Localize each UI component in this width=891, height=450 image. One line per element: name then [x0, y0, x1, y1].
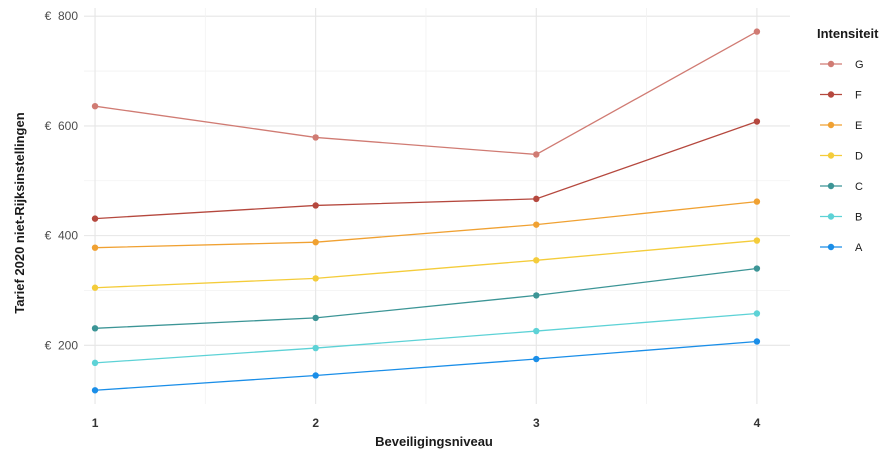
- data-point: [312, 238, 319, 246]
- series-C: [91, 265, 761, 332]
- legend-key-point: [827, 121, 835, 129]
- legend-label: B: [855, 212, 862, 224]
- x-tick-label: 3: [533, 416, 540, 430]
- legend-key-point: [827, 182, 835, 190]
- x-tick-label: 1: [92, 416, 99, 430]
- legend-label: A: [855, 242, 863, 254]
- data-point: [91, 284, 99, 291]
- x-tick-label: 4: [754, 416, 761, 430]
- series-line: [95, 267, 757, 329]
- x-tick-label: 2: [312, 416, 319, 430]
- legend-key-point: [827, 152, 835, 159]
- data-point: [312, 314, 319, 322]
- legend-item-A: A: [820, 242, 863, 254]
- data-point: [753, 118, 761, 125]
- y-tick-label: € 600: [45, 119, 79, 133]
- data-point: [312, 372, 319, 379]
- data-point: [312, 134, 319, 141]
- legend-label: C: [855, 181, 863, 193]
- series-line: [95, 239, 757, 289]
- data-point: [753, 28, 761, 35]
- legend-label: F: [855, 90, 862, 102]
- data-point: [91, 244, 99, 251]
- data-point: [91, 102, 99, 110]
- legend-label: D: [855, 151, 863, 163]
- legend-item-B: B: [820, 212, 862, 224]
- data-point: [753, 338, 761, 345]
- data-point: [753, 198, 761, 205]
- legend-label: E: [855, 120, 862, 132]
- y-tick-label: € 200: [45, 338, 79, 352]
- legend-key-point: [827, 60, 835, 68]
- data-point: [753, 265, 761, 272]
- legend-label: G: [855, 59, 864, 71]
- data-point: [533, 257, 540, 264]
- x-axis-title: Beveiligingsniveau: [375, 434, 493, 449]
- legend: Intensiteit G F E D C B A: [817, 26, 879, 254]
- data-point: [533, 195, 540, 203]
- series-E: [91, 198, 761, 251]
- series-B: [91, 310, 761, 367]
- legend-item-F: F: [820, 90, 862, 102]
- series-lines: [91, 28, 761, 394]
- data-point: [91, 359, 99, 367]
- series-G: [91, 28, 761, 158]
- series-line: [94, 31, 758, 156]
- series-line: [94, 312, 757, 364]
- series-F: [91, 118, 761, 222]
- data-point: [533, 327, 540, 335]
- y-axis-title: Tarief 2020 niet-Rijksinstellingen: [12, 112, 27, 313]
- legend-key-point: [827, 243, 835, 251]
- data-point: [533, 151, 540, 158]
- legend-key-point: [827, 213, 835, 220]
- legend-item-G: G: [820, 59, 864, 71]
- data-point: [312, 275, 319, 282]
- legend-key-point: [827, 91, 835, 98]
- data-point: [533, 221, 540, 228]
- y-tick-label: € 800: [45, 9, 79, 23]
- data-point: [312, 344, 319, 352]
- series-D: [91, 237, 761, 291]
- y-axis-tick-labels: € 200 € 400 € 600 € 800: [45, 9, 79, 352]
- series-line: [95, 200, 757, 249]
- data-point: [91, 215, 99, 222]
- data-point: [91, 387, 99, 394]
- series-line: [94, 120, 758, 220]
- data-point: [753, 237, 761, 244]
- data-point: [753, 310, 761, 317]
- data-point: [533, 292, 540, 299]
- legend-item-D: D: [820, 151, 863, 163]
- series-A: [91, 338, 761, 394]
- legend-title: Intensiteit: [817, 26, 879, 41]
- legend-item-E: E: [820, 120, 862, 132]
- series-line: [94, 340, 757, 391]
- legend-item-C: C: [820, 181, 863, 193]
- plot-grid: [84, 8, 790, 404]
- data-point: [312, 202, 319, 209]
- x-axis-tick-labels: 1 2 3 4: [92, 416, 761, 430]
- data-point: [533, 355, 540, 363]
- y-tick-label: € 400: [45, 229, 79, 243]
- data-point: [91, 325, 99, 332]
